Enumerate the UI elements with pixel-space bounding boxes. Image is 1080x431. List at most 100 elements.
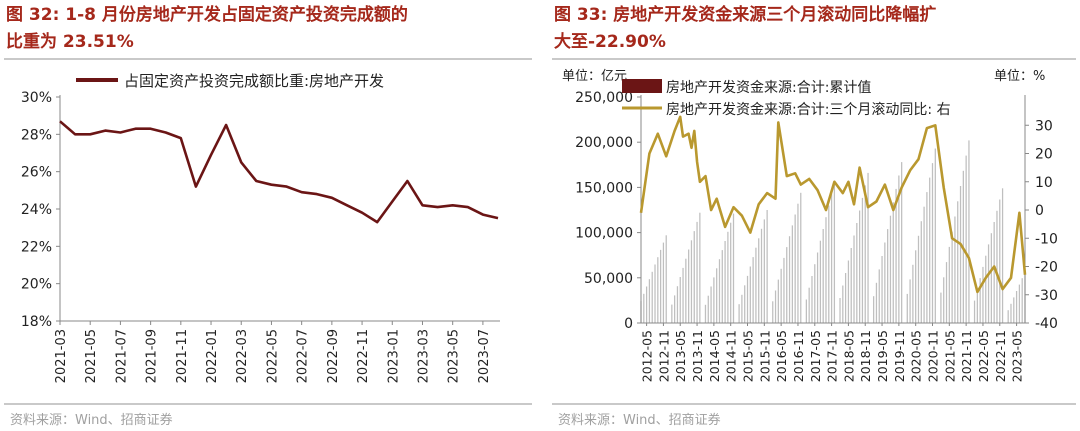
bar-funding-2013-05: [679, 277, 681, 323]
x-tick-label: 2013-05: [673, 330, 688, 382]
bar-funding-2013-03: [674, 295, 676, 323]
bar-funding-2018-07: [853, 235, 855, 323]
bar-funding-2017-12: [833, 182, 836, 323]
y-tick-label: 22%: [21, 239, 52, 255]
legend-label-line: 房地产开发资金来源:合计:三个月滚动同比: 右: [666, 101, 951, 118]
bar-funding-2022-09: [993, 222, 995, 323]
bar-funding-2023-05: [1015, 291, 1018, 323]
x-tick-label: 2015-05: [741, 330, 756, 382]
x-tick-label: 2022-01: [205, 329, 220, 383]
x-tick-label: 2016-05: [774, 330, 789, 382]
y-tick-label: 28%: [21, 127, 52, 143]
y-tick-label: 24%: [21, 202, 52, 218]
bar-funding-2021-09: [959, 186, 962, 323]
x-tick-label: 2013-11: [690, 330, 705, 382]
bar-funding-2022-07: [987, 244, 990, 323]
right-y-tick-label: 20: [1035, 147, 1053, 163]
x-tick-label: 2023-07: [477, 329, 492, 383]
bar-funding-2018-12: [867, 172, 869, 323]
bar-funding-2022-08: [990, 233, 992, 323]
y-tick-label: 18%: [21, 314, 52, 330]
bar-funding-2019-11: [898, 175, 900, 323]
bar-funding-2014-04: [710, 286, 712, 323]
right-y-tick-label: 0: [1035, 203, 1044, 219]
x-tick-label: 2021-07: [114, 329, 129, 383]
bar-funding-2017-04: [811, 276, 813, 323]
bar-funding-2012-09: [657, 257, 659, 323]
bar-funding-2022-06: [985, 255, 987, 323]
legend-label-share: 占固定资产投资完成额比重:房地产开发: [124, 72, 384, 90]
right-y-tick-label: 30: [1035, 118, 1053, 134]
right-y-tick-label: -10: [1035, 231, 1058, 247]
bar-funding-2016-06: [783, 257, 785, 323]
x-tick-label: 2022-05: [976, 330, 991, 382]
bar-funding-2019-08: [889, 215, 892, 323]
bar-funding-2020-02: [906, 293, 908, 323]
bar-funding-2014-08: [721, 250, 723, 323]
bar-funding-2017-09: [825, 217, 827, 323]
bar-funding-2013-04: [676, 286, 679, 323]
bar-funding-2022-12: [1001, 188, 1004, 323]
bar-funding-2016-08: [788, 236, 791, 323]
x-tick-label: 2019-11: [892, 330, 907, 382]
bar-funding-2012-04: [643, 293, 645, 323]
bar-funding-2020-10: [929, 177, 931, 323]
bar-funding-2019-07: [887, 229, 889, 323]
bar-funding-2017-11: [830, 193, 833, 323]
bar-funding-2017-05: [814, 264, 816, 323]
bar-funding-2022-02: [973, 300, 976, 323]
bar-funding-2021-07: [954, 216, 956, 323]
bar-funding-2018-03: [842, 285, 844, 323]
bar-funding-2012-11: [662, 242, 665, 323]
bar-funding-2020-04: [912, 264, 914, 323]
bar-funding-2013-10: [693, 231, 695, 323]
bar-funding-2022-10: [996, 210, 998, 323]
source-note: 资料来源：Wind、招商证券: [10, 413, 173, 428]
bar-funding-2018-09: [859, 210, 861, 323]
bar-funding-2020-03: [909, 279, 911, 323]
bar-funding-2016-10: [794, 214, 796, 323]
source-divider: [552, 403, 1076, 405]
x-tick-label: 2022-03: [235, 329, 250, 383]
bar-funding-2019-12: [901, 162, 903, 323]
bar-funding-2023-04: [1013, 297, 1015, 323]
bar-funding-2019-04: [878, 269, 880, 323]
bar-funding-2016-12: [800, 192, 802, 323]
x-tick-label: 2018-05: [841, 330, 856, 382]
x-tick-label: 2022-09: [326, 329, 341, 383]
bar-funding-2016-03: [774, 290, 777, 323]
series-line-share: [59, 120, 499, 224]
bar-funding-2018-02: [839, 298, 841, 323]
x-tick-label: 2023-01: [386, 329, 401, 383]
bar-funding-2012-06: [648, 279, 651, 323]
bar-funding-2015-06: [749, 266, 751, 323]
bar-funding-2012-12: [665, 235, 667, 323]
bar-funding-2021-03: [943, 277, 945, 323]
bar-funding-2016-05: [780, 268, 782, 323]
bar-funding-2017-07: [819, 240, 822, 323]
x-tick-label: 2014-11: [724, 330, 739, 382]
bar-funding-2019-09: [892, 202, 894, 323]
bar-funding-2017-03: [808, 287, 810, 323]
left-y-tick-label: 0: [624, 316, 633, 332]
bar-funding-2015-08: [755, 247, 757, 323]
x-tick-label: 2015-11: [757, 330, 772, 382]
x-tick-label: 2012-05: [640, 330, 655, 382]
funding-dual-axis-chart: 单位：亿元 单位：% 250,000 200,000 150,000 100,000 5…: [562, 69, 1058, 382]
right-y-tick-label: -30: [1035, 288, 1058, 304]
bar-funding-2018-06: [850, 248, 852, 323]
bar-funding-2020-08: [923, 206, 925, 323]
x-tick-label: 2021-05: [942, 330, 957, 382]
x-tick-label: 2019-05: [875, 330, 890, 382]
title-divider: [552, 58, 1076, 60]
x-tick-label: 2021-11: [175, 329, 190, 383]
share-line-chart: 30% 28% 26% 24% 22% 20% 18%2021-03 2021-05 2021-…: [21, 72, 500, 383]
left-y-tick-label: 100,000: [575, 226, 633, 242]
source-divider: [4, 403, 532, 405]
bar-funding-2018-11: [864, 185, 866, 323]
right-y-tick-label: -20: [1035, 260, 1058, 276]
bar-funding-2015-10: [760, 228, 763, 323]
left-y-tick-label: 250,000: [575, 90, 633, 106]
bar-funding-2013-06: [682, 267, 684, 323]
bar-funding-2015-11: [763, 219, 765, 323]
